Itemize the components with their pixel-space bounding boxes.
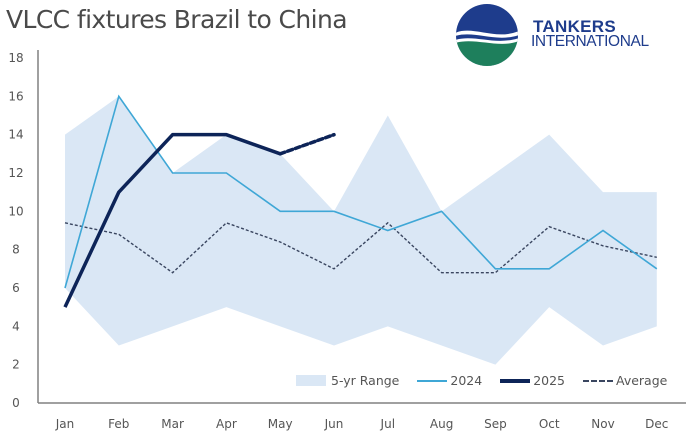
legend-label-average: Average [616,373,668,388]
y-tick-label: 12 [8,166,23,180]
five-year-range-area [65,96,657,365]
y-tick-label: 0 [12,396,20,410]
x-tick-label: Aug [430,417,453,431]
series-2024-line [64,94,658,289]
y-tick-label: 16 [8,89,23,103]
y-axis-ticks: 0 2 4 6 8 10 12 14 16 18 [8,51,23,410]
2025-swatch [500,378,531,383]
x-tick-label: Jul [380,417,395,431]
y-tick-label: 6 [12,281,20,295]
y-tick-label: 18 [8,51,23,65]
series-2025-polyline [63,132,281,308]
y-tick-label: 10 [8,204,23,218]
y-tick-label: 2 [12,358,20,372]
y-tick-label: 14 [8,128,23,142]
globe-wave-icon [456,4,518,66]
legend-item-2025: 2025 [500,373,565,388]
legend-item-range: 5-yr Range [296,373,399,388]
chart-legend: 5-yr Range 2024 2025 Average [296,373,667,388]
y-tick-label: 8 [12,243,20,257]
tankers-international-logo [456,4,518,66]
series-2025-line [63,132,336,308]
x-tick-label: May [268,417,293,431]
x-tick-label: Dec [645,417,668,431]
x-tick-label: Sep [484,417,507,431]
x-tick-label: Jan [55,417,75,431]
chart-title: VLCC fixtures Brazil to China [6,5,348,34]
average-swatch [583,379,613,382]
average-line [64,221,657,274]
legend-item-average: Average [583,373,667,388]
x-axis-ticks: Jan Feb Mar Apr May Jun Jul Aug Sep Oct Nov Dec [55,417,669,431]
x-tick-label: Feb [108,417,129,431]
legend-label-2025: 2025 [533,373,565,388]
x-tick-label: Oct [539,417,560,431]
range-swatch [296,375,326,386]
x-tick-label: Mar [161,417,184,431]
axes [37,50,686,404]
logo-text-international: INTERNATIONAL [531,33,649,50]
x-tick-label: Nov [591,417,614,431]
series-2024-polyline [64,94,658,289]
y-tick-label: 4 [12,319,20,333]
legend-label-2024: 2024 [450,373,483,388]
x-tick-label: Jun [324,417,344,431]
2024-swatch [417,379,448,382]
range-polygon [65,96,657,365]
legend-label-range: 5-yr Range [331,373,400,388]
legend-item-2024: 2024 [417,373,482,388]
logo-text-tankers: TANKERS [533,17,617,36]
series-2025-dashed-segment [278,132,336,156]
x-tick-label: Apr [216,417,237,431]
average-polyline [64,221,657,274]
